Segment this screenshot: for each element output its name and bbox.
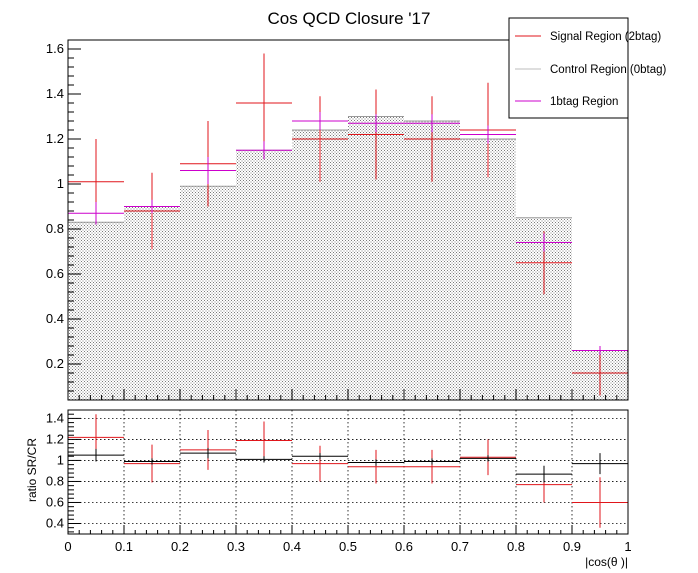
- ratio-ytick-label-0: 0.4: [46, 515, 64, 530]
- ratio-ytick-label-3: 1: [57, 452, 64, 467]
- ratio-xtick-label-0: 0: [64, 539, 71, 554]
- legend-label-signal: Signal Region (2btag): [550, 31, 661, 43]
- main-ytick-label-7: 1.6: [46, 41, 64, 56]
- ratio-xtick-label-6: 0.6: [395, 539, 413, 554]
- ratio-xtick-label-3: 0.3: [227, 539, 245, 554]
- main-ytick-label-3: 0.8: [46, 221, 64, 236]
- main-control-bar-2: [180, 186, 236, 400]
- ratio-ytick-label-5: 1.4: [46, 410, 64, 425]
- ratio-xtick-label-9: 0.9: [563, 539, 581, 554]
- legend-label-control: Control Region (0btag): [550, 64, 667, 76]
- ratio-xtick-label-7: 0.7: [451, 539, 469, 554]
- legend: Signal Region (2btag) Control Region (0b…: [508, 17, 667, 119]
- legend-label-1btag: 1btag Region: [550, 96, 618, 108]
- main-ytick-label-0: 0.2: [46, 356, 64, 371]
- ratio-plot-area: 0.4 0.6 0.8 1 1.2 1.4 0 0.1 0.2 0.3 0.4 0.5 0.6 0.7 0.…: [46, 409, 632, 554]
- ratio-xtick-label-10: 1: [624, 539, 631, 554]
- main-control-bar-0: [68, 222, 124, 400]
- x-axis-label: |cos(θ )|: [585, 555, 628, 569]
- main-ytick-label-2: 0.6: [46, 266, 64, 281]
- main-ytick-label-1: 0.4: [46, 311, 64, 326]
- main-ytick-label-6: 1.4: [46, 86, 64, 101]
- ratio-xtick-label-2: 0.2: [171, 539, 189, 554]
- main-control-bar-7: [460, 139, 516, 400]
- main-ytick-label-4: 1: [57, 176, 64, 191]
- chart-title: Cos QCD Closure '17: [268, 9, 431, 28]
- ratio-ytick-label-4: 1.2: [46, 431, 64, 446]
- ratio-ytick-label-2: 0.8: [46, 473, 64, 488]
- main-ytick-label-5: 1.2: [46, 131, 64, 146]
- ratio-ytick-label-1: 0.6: [46, 494, 64, 509]
- ratio-xtick-label-8: 0.8: [507, 539, 525, 554]
- main-plot-area: 0.2 0.4 0.6 0.8 1 1.2 1.4 1.6: [46, 39, 629, 401]
- ratio-y-axis-label: ratio SR/CR: [25, 438, 39, 502]
- ratio-xtick-label-4: 0.4: [283, 539, 301, 554]
- ratio-xtick-label-1: 0.1: [115, 539, 133, 554]
- ratio-xtick-label-5: 0.5: [339, 539, 357, 554]
- main-control-bar-3: [236, 150, 292, 400]
